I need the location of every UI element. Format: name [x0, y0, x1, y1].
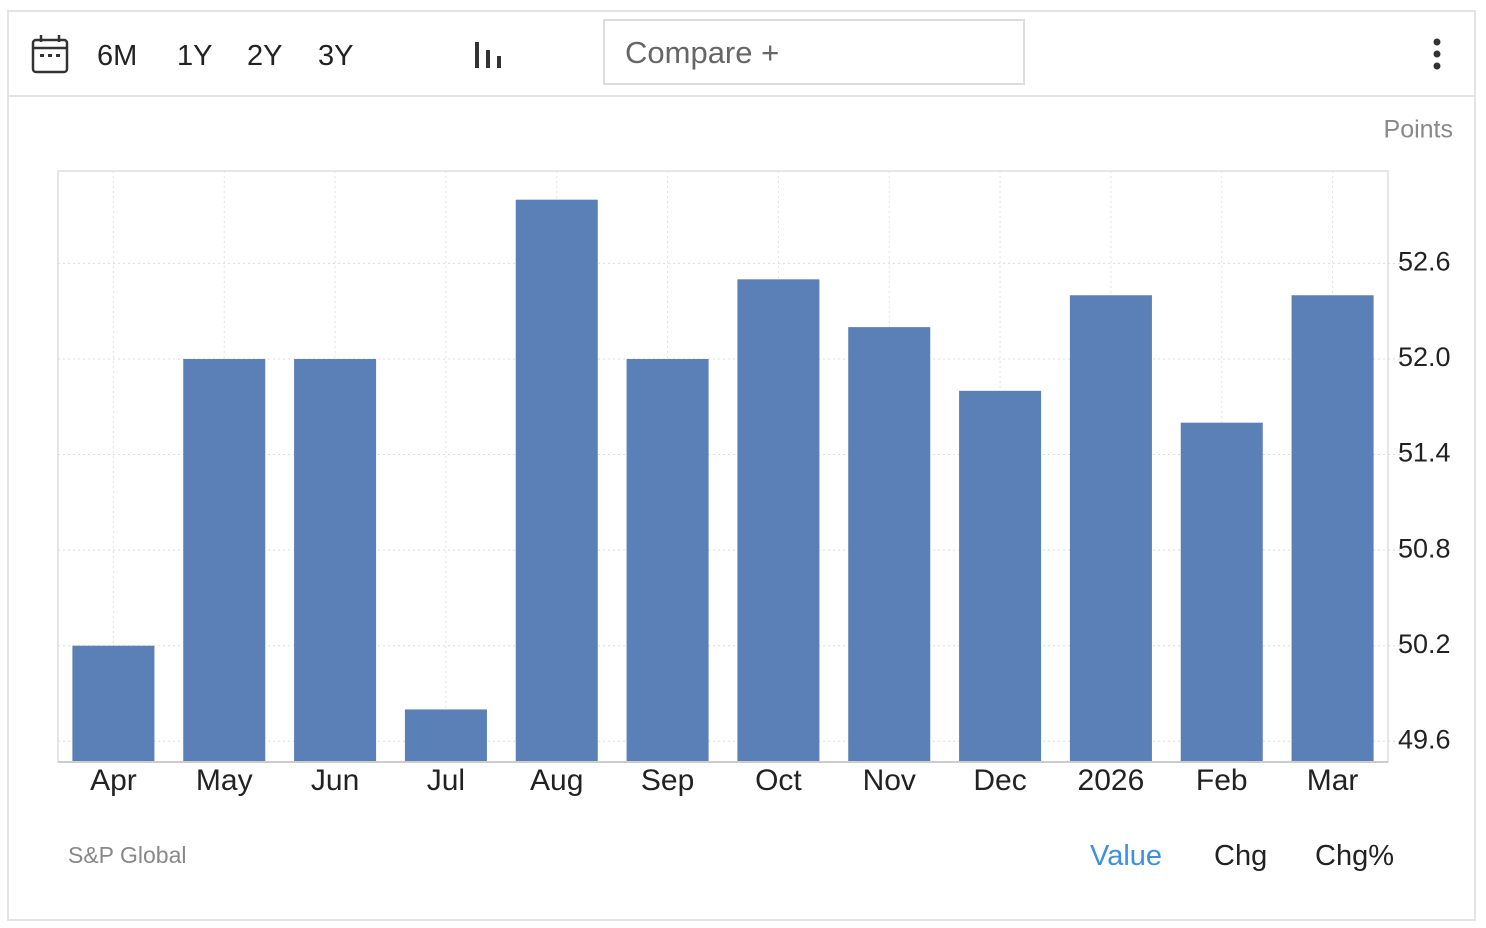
range-button[interactable]: 6M	[97, 40, 138, 72]
x-tick-label: Mar	[1307, 764, 1359, 797]
range-button[interactable]: 1Y	[177, 40, 213, 72]
mode-button[interactable]: Value	[1090, 840, 1163, 872]
x-tick-label: 2026	[1078, 764, 1145, 797]
x-tick-label: Jun	[311, 764, 359, 797]
bar	[737, 279, 820, 762]
y-tick-label: 50.8	[1398, 533, 1451, 563]
source: S&P Global	[68, 842, 186, 868]
toolbar: 6M 1Y 2Y 3Y Compare +	[9, 12, 1474, 97]
y-tick-label: 52.6	[1398, 247, 1451, 277]
bar	[183, 358, 266, 762]
x-tick-label: Aug	[530, 764, 583, 797]
x-tick-label: Oct	[755, 764, 802, 797]
range-button[interactable]: 3Y	[318, 40, 354, 72]
bar	[959, 390, 1042, 762]
x-tick-label: Sep	[641, 764, 694, 797]
menu-icon[interactable]	[1431, 38, 1443, 72]
x-tick-label: Nov	[863, 764, 916, 797]
compare-input[interactable]: Compare +	[603, 19, 1025, 85]
mode-button[interactable]: Chg	[1214, 840, 1268, 872]
y-tick-label: 49.6	[1398, 724, 1451, 754]
bar	[848, 327, 931, 762]
widget: 6M 1Y 2Y 3Y Compare +	[7, 10, 1476, 921]
bar	[1180, 422, 1263, 762]
bar	[1069, 295, 1152, 762]
y-axis-label: Points	[1384, 116, 1453, 144]
bar	[294, 358, 377, 762]
calendar-icon[interactable]	[31, 34, 71, 76]
bar	[1291, 295, 1374, 762]
mode-button[interactable]: Chg%	[1315, 840, 1394, 872]
x-tick-label: Jul	[427, 764, 465, 797]
bar	[404, 709, 487, 762]
bar	[626, 358, 709, 762]
x-tick-label: May	[196, 764, 253, 797]
range-button[interactable]: 2Y	[247, 40, 283, 72]
y-tick-label: 52.0	[1398, 342, 1451, 372]
bar	[72, 645, 155, 762]
bar	[515, 199, 598, 763]
x-tick-label: Dec	[973, 764, 1026, 797]
x-tick-label: Feb	[1196, 764, 1248, 797]
y-tick-label: 51.4	[1398, 438, 1451, 468]
y-tick-label: 50.2	[1398, 629, 1451, 659]
x-tick-label: Apr	[90, 764, 137, 797]
chart-type-icon[interactable]	[473, 38, 503, 70]
